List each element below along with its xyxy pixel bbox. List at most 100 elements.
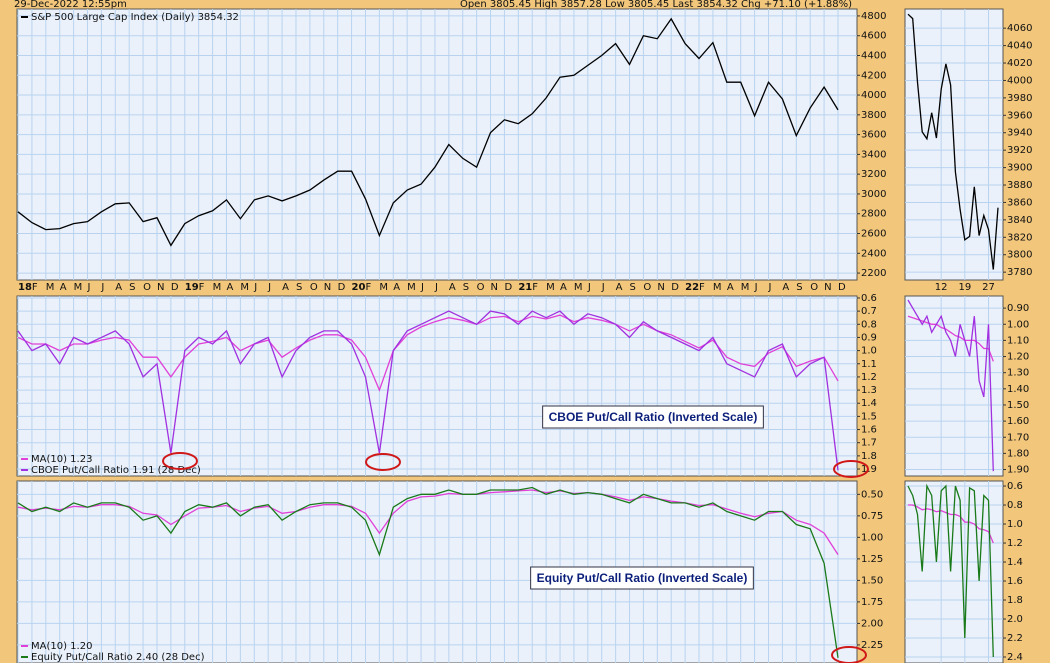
- y-tick-label: 3200: [861, 169, 886, 180]
- y-tick-label: 1.40: [1007, 384, 1029, 395]
- y-tick-label: 4040: [1007, 41, 1032, 52]
- y-tick-label: 3980: [1007, 93, 1032, 104]
- y-tick-label: 3960: [1007, 110, 1032, 121]
- x-tick-label: J: [587, 282, 591, 293]
- series-line: [907, 315, 994, 362]
- y-tick-label: 1.00: [861, 532, 883, 543]
- y-tick-label: 1.50: [1007, 400, 1029, 411]
- x-tick-label: S: [463, 282, 469, 293]
- series-line: [907, 483, 994, 658]
- y-tick-label: 0.8: [861, 319, 877, 330]
- x-tick-label: 21: [518, 282, 532, 293]
- x-tick-label: M: [713, 282, 722, 293]
- x-tick-label: J: [86, 282, 90, 293]
- plot-background: [904, 295, 1004, 477]
- y-tick-label: 1.2: [1007, 538, 1023, 549]
- series-line: [17, 17, 839, 247]
- x-tick-label: J: [754, 282, 758, 293]
- y-tick-label: 1.00: [1007, 319, 1029, 330]
- x-tick-label: F: [699, 282, 705, 293]
- y-tick-label: 4800: [861, 11, 886, 22]
- y-tick-label: 3400: [861, 149, 886, 160]
- y-tick-label: 1.80: [1007, 448, 1029, 459]
- x-tick-label: M: [213, 282, 222, 293]
- quote: Open 3805.45 High 3857.28 Low 3805.45 La…: [460, 0, 852, 10]
- x-tick-label: M: [74, 282, 83, 293]
- y-tick-label: 1.30: [1007, 368, 1029, 379]
- x-tick-label: D: [671, 282, 679, 293]
- y-tick-label: 0.7: [861, 306, 877, 317]
- y-tick-label: 4000: [1007, 75, 1032, 86]
- y-tick-label: 0.50: [861, 489, 883, 500]
- x-tick-label: 19: [185, 282, 199, 293]
- x-tick-label: J: [768, 282, 772, 293]
- x-tick-label: O: [477, 282, 485, 293]
- y-tick-label: 4020: [1007, 58, 1032, 69]
- y-tick-label: 1.70: [1007, 432, 1029, 443]
- x-tick-label: D: [338, 282, 346, 293]
- highlights: [162, 452, 869, 663]
- x-tick-label: F: [199, 282, 205, 293]
- y-tick-label: 4000: [861, 90, 886, 101]
- y-tick-label: 3860: [1007, 197, 1032, 208]
- x-tick-label: S: [129, 282, 135, 293]
- y-tick-label: 1.3: [861, 385, 877, 396]
- x-tick-label: J: [420, 282, 424, 293]
- y-tick-label: 3880: [1007, 180, 1032, 191]
- x-tick-label: M: [240, 282, 249, 293]
- highlight-ellipse: [162, 452, 198, 470]
- x-tick-label: J: [267, 282, 271, 293]
- annotation-box: [542, 405, 764, 429]
- x-tick-label: N: [324, 282, 331, 293]
- annotation-box: [530, 566, 754, 590]
- y-tick-label: 1.7: [861, 438, 877, 449]
- y-tick-label: 0.8: [1007, 500, 1023, 511]
- x-tick-label: J: [253, 282, 257, 293]
- x-tick-label: A: [449, 282, 456, 293]
- y-tick-label: 3000: [861, 189, 886, 200]
- x-tick-label: 19: [958, 282, 971, 293]
- x-tick-label: O: [310, 282, 318, 293]
- x-tick-label: A: [282, 282, 289, 293]
- x-tick-label: N: [157, 282, 164, 293]
- y-tick-label: 1.5: [861, 411, 877, 422]
- y-tick-label: 3800: [861, 110, 886, 121]
- y-tick-label: 3920: [1007, 145, 1032, 156]
- x-tick-label: N: [657, 282, 664, 293]
- x-tick-label: O: [643, 282, 651, 293]
- y-tick-label: 2.0: [1007, 614, 1023, 625]
- y-tick-label: 0.9: [861, 332, 877, 343]
- y-tick-label: 2.00: [861, 618, 883, 629]
- series-line: [17, 314, 839, 392]
- y-tick-label: 1.8: [1007, 595, 1023, 606]
- x-tick-label: A: [115, 282, 122, 293]
- y-tick-label: 1.4: [861, 398, 877, 409]
- x-tick-label: N: [824, 282, 831, 293]
- y-tick-label: 3600: [861, 130, 886, 141]
- x-tick-label: D: [504, 282, 512, 293]
- y-tick-label: 1.4: [1007, 557, 1023, 568]
- series-line: [907, 13, 999, 270]
- x-tick-label: A: [226, 282, 233, 293]
- x-tick-label: A: [616, 282, 623, 293]
- x-tick-label: O: [143, 282, 151, 293]
- x-tick-label: M: [546, 282, 555, 293]
- x-tick-label: S: [630, 282, 636, 293]
- x-tick-label: A: [560, 282, 567, 293]
- x-tick-label: 22: [685, 282, 699, 293]
- y-tick-label: 3820: [1007, 232, 1032, 243]
- x-tick-label: N: [491, 282, 498, 293]
- y-tick-label: 1.0: [861, 346, 877, 357]
- x-tick-label: J: [100, 282, 104, 293]
- highlight-ellipse: [833, 460, 869, 478]
- x-tick-label: A: [60, 282, 67, 293]
- y-tick-label: 1.8: [861, 451, 877, 462]
- y-tick-label: 3800: [1007, 250, 1032, 261]
- x-tick-label: D: [838, 282, 846, 293]
- x-tick-label: F: [532, 282, 538, 293]
- y-tick-label: 0.90: [1007, 303, 1029, 314]
- legend-label: CBOE Put/Call Ratio 1.91 (28 Dec): [31, 465, 201, 476]
- legend-label: S&P 500 Large Cap Index (Daily) 3854.32: [31, 12, 239, 23]
- x-tick-label: 20: [352, 282, 366, 293]
